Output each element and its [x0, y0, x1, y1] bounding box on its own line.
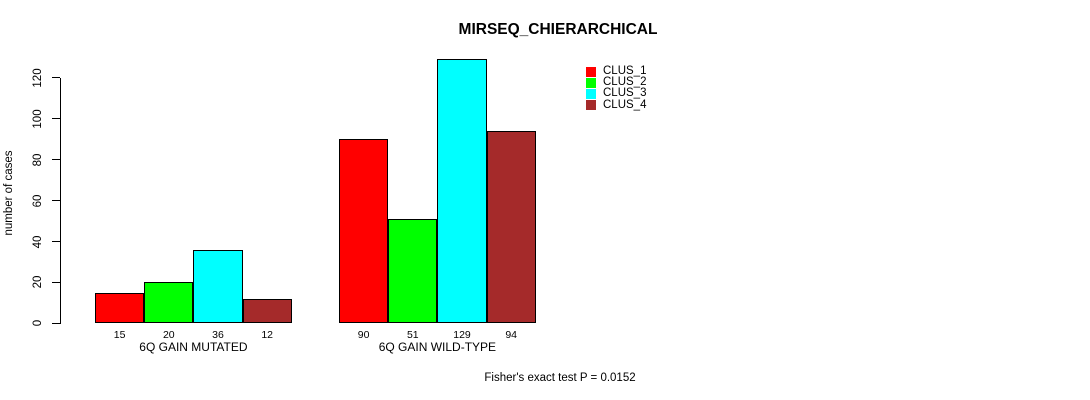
legend: CLUS_1 CLUS_2 CLUS_3 CLUS_4	[586, 65, 647, 111]
footer-annotation: Fisher's exact test P = 0.0152	[484, 372, 636, 384]
bar-clus-3-6q-gain-mutated	[193, 249, 243, 324]
legend-swatch-clus-4	[586, 100, 596, 111]
bar-value-label: 94	[505, 328, 518, 341]
bar-clus-1-6q-gain-mutated	[95, 292, 145, 324]
bar-clus-3-6q-gain-wild-type	[437, 59, 487, 324]
y-axis-tick	[52, 240, 60, 243]
bar-clus-4-6q-gain-mutated	[242, 298, 292, 324]
y-tick-label: 20	[32, 275, 44, 289]
bar-value-label: 51	[406, 328, 419, 341]
legend-swatch-clus-1	[586, 66, 596, 77]
legend-label: CLUS_4	[603, 98, 647, 111]
legend-item-clus-1: CLUS_1	[586, 65, 647, 78]
bar-value-label: 90	[357, 328, 370, 341]
y-tick-label: 40	[32, 235, 44, 248]
y-axis-tick	[52, 322, 60, 324]
y-tick-label: 100	[32, 109, 44, 129]
bar-value-label: 36	[212, 328, 224, 341]
legend-label: CLUS_1	[603, 65, 647, 78]
chart-title: MIRSEQ_CHIERARCHICAL	[458, 21, 658, 38]
category-label-6q-gain-wild-type: 6Q GAIN WILD-TYPE	[378, 339, 497, 354]
y-axis-tick	[52, 200, 60, 202]
bar-value-label: 15	[113, 328, 126, 341]
y-axis-tick	[52, 281, 60, 283]
y-axis-tick	[52, 159, 60, 161]
bar-value-label: 129	[453, 328, 471, 341]
y-axis-tick	[52, 118, 60, 120]
bar-value-label: 12	[261, 328, 274, 341]
y-axis-line	[59, 77, 61, 325]
y-axis-tick	[52, 77, 60, 79]
legend-label: CLUS_2	[603, 76, 647, 89]
y-tick-label: 120	[32, 68, 44, 88]
bar-clus-1-6q-gain-wild-type	[339, 139, 389, 324]
legend-label: CLUS_3	[603, 87, 647, 100]
category-label-6q-gain-mutated: 6Q GAIN MUTATED	[139, 339, 248, 354]
y-tick-label: 0	[32, 320, 44, 327]
bar-clus-2-6q-gain-mutated	[144, 282, 194, 324]
legend-item-clus-4: CLUS_4	[586, 98, 647, 111]
y-tick-label: 80	[32, 153, 44, 167]
legend-item-clus-3: CLUS_3	[586, 88, 646, 99]
legend-swatch-clus-3	[586, 88, 596, 99]
bar-clus-2-6q-gain-wild-type	[388, 219, 438, 324]
bar-clus-4-6q-gain-wild-type	[486, 131, 536, 324]
bar-value-label: 20	[162, 328, 175, 341]
y-tick-label: 60	[32, 194, 44, 207]
legend-swatch-clus-2	[586, 77, 596, 88]
legend-item-clus-2: CLUS_2	[586, 77, 646, 88]
